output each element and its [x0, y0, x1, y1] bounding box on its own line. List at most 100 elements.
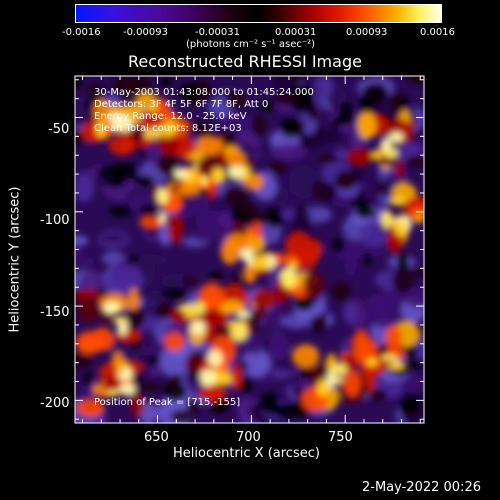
intensity-blob: [206, 186, 217, 200]
intensity-blob: [201, 385, 223, 401]
intensity-blob: [398, 397, 421, 414]
intensity-blob: [159, 344, 192, 378]
intensity-blob: [187, 98, 205, 107]
intensity-blob: [76, 399, 105, 417]
intensity-blob: [75, 76, 83, 89]
intensity-blob: [119, 382, 136, 396]
intensity-blob: [396, 251, 410, 275]
intensity-blob: [362, 83, 389, 103]
intensity-blob: [106, 389, 121, 397]
intensity-blob: [271, 336, 291, 354]
intensity-blob: [84, 371, 93, 388]
axis-ticks: [75, 76, 424, 423]
intensity-blob: [164, 382, 187, 402]
peak-position-note: Position of Peak = [715,-155]: [94, 397, 241, 408]
intensity-blob: [401, 359, 424, 369]
colorbar-tick: 0.00031: [275, 27, 317, 38]
intensity-blob: [153, 126, 160, 140]
intensity-blob: [167, 214, 184, 245]
intensity-blob: [120, 367, 133, 380]
intensity-blob: [159, 194, 169, 204]
intensity-blob: [227, 165, 245, 179]
colorbar-units: (photons cm⁻² s⁻¹ asec⁻²): [186, 39, 316, 50]
intensity-blob: [364, 251, 373, 267]
intensity-blob: [104, 178, 126, 188]
colorbar: [75, 4, 442, 23]
intensity-blob: [90, 327, 115, 352]
intensity-blob: [190, 320, 206, 336]
intensity-blob: [254, 305, 267, 320]
intensity-blob: [75, 247, 84, 267]
intensity-blob: [371, 150, 382, 160]
intensity-blob: [144, 127, 153, 139]
y-tick-label: -50: [48, 122, 70, 137]
intensity-blob: [230, 323, 248, 342]
intensity-blob: [114, 316, 127, 326]
intensity-blob: [131, 394, 145, 418]
intensity-blob: [404, 286, 424, 308]
intensity-blob: [321, 129, 343, 143]
intensity-blob: [401, 374, 424, 391]
intensity-blob: [186, 399, 201, 414]
intensity-blob: [75, 235, 89, 247]
intensity-blob: [394, 160, 405, 177]
footer-timestamp: 2-May-2022 00:26: [362, 480, 481, 495]
intensity-blob: [96, 121, 107, 139]
intensity-blob: [159, 77, 173, 87]
intensity-blob: [230, 364, 242, 391]
intensity-blob: [329, 362, 348, 376]
intensity-blob: [389, 131, 404, 143]
intensity-blob: [365, 357, 379, 367]
intensity-blob: [334, 170, 358, 191]
colorbar-tick: -0.00031: [195, 27, 240, 38]
intensity-blob: [84, 83, 107, 94]
intensity-blob: [193, 301, 206, 316]
intensity-blob: [251, 254, 270, 271]
intensity-blob: [252, 114, 266, 137]
intensity-blob: [148, 365, 162, 377]
intensity-blob: [332, 237, 345, 254]
intensity-blob: [384, 325, 403, 351]
intensity-blob: [344, 246, 357, 277]
intensity-blob: [111, 161, 137, 182]
intensity-blob: [167, 373, 183, 385]
intensity-blob: [225, 91, 246, 110]
y-axis-label: Heliocentric Y (arcsec): [7, 186, 23, 333]
intensity-blob: [241, 340, 265, 355]
intensity-blob: [260, 391, 279, 415]
intensity-blob: [389, 196, 407, 206]
intensity-blob: [208, 271, 224, 281]
intensity-blob: [317, 154, 340, 164]
intensity-blob: [298, 364, 314, 380]
intensity-blob: [163, 332, 185, 352]
intensity-blob: [127, 76, 153, 99]
info-line-time: 30-May-2003 01:43:08.000 to 01:45:24.000: [94, 87, 314, 98]
intensity-blob: [139, 204, 157, 216]
intensity-blob: [125, 255, 140, 265]
intensity-blob: [243, 262, 257, 284]
intensity-blob: [291, 122, 329, 150]
colorbar-tick: 0.0016: [420, 27, 455, 38]
intensity-blob: [271, 369, 292, 380]
y-tick-label: -100: [40, 213, 70, 228]
intensity-blob: [125, 305, 146, 328]
intensity-blob: [288, 164, 319, 199]
x-tick-label: 650: [144, 430, 169, 445]
intensity-blob: [139, 216, 164, 228]
intensity-blob: [145, 354, 162, 365]
intensity-blob: [312, 180, 324, 201]
intensity-blob: [269, 160, 288, 175]
colorbar-tick: -0.0016: [62, 27, 101, 38]
intensity-blob: [236, 310, 251, 319]
intensity-blob: [158, 132, 180, 156]
intensity-blob: [108, 135, 136, 156]
intensity-blob: [173, 168, 189, 179]
intensity-blob: [406, 155, 424, 168]
intensity-blob: [280, 271, 297, 289]
intensity-blob: [260, 99, 276, 111]
intensity-blob: [394, 220, 407, 237]
intensity-blob: [226, 151, 246, 169]
intensity-blob: [348, 133, 363, 150]
intensity-map: [75, 76, 424, 423]
intensity-blob: [252, 288, 277, 310]
